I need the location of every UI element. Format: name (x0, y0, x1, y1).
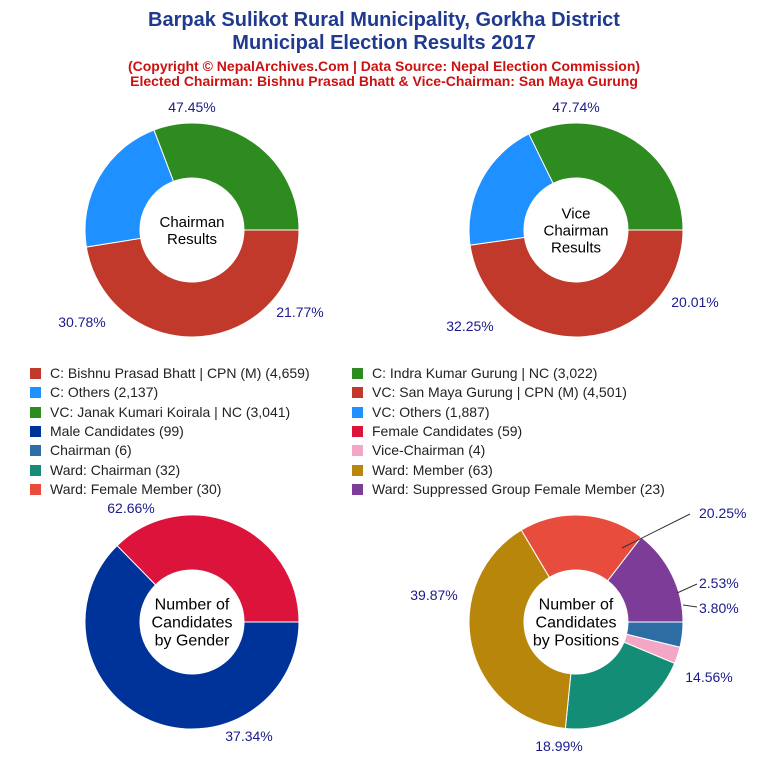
pct-label-0-0: 47.45% (168, 99, 215, 115)
center-label-1: Chairman (543, 222, 608, 239)
chart-title-line2: Municipal Election Results 2017 (232, 32, 536, 54)
legend-item: Ward: Chairman (32) (30, 461, 180, 479)
legend-label: VC: Janak Kumari Koirala | NC (3,041) (50, 403, 291, 420)
leader-line-3-0 (682, 604, 698, 608)
legend-swatch (352, 368, 363, 379)
legend-label: VC: Others (1,887) (372, 403, 490, 420)
slice-3-3 (468, 529, 572, 730)
legend-label: Female Candidates (59) (372, 422, 523, 439)
legend-item: VC: Others (1,887) (352, 403, 490, 421)
legend-label: Male Candidates (99) (50, 422, 184, 439)
chart-title: Barpak Sulikot Rural Municipality, Gorkh… (148, 9, 620, 31)
copyright-subtitle: (Copyright © NepalArchives.Com | Data So… (127, 58, 641, 74)
pct-label-1-2: 32.25% (446, 318, 493, 334)
legend-swatch (30, 464, 41, 476)
legend-swatch (352, 483, 363, 495)
legend-label: Vice-Chairman (4) (372, 442, 486, 459)
donut-hole-3 (524, 570, 628, 674)
donut-hole-1 (524, 178, 628, 282)
center-label-2: Candidates (152, 615, 233, 632)
pct-label-3-3: 39.87% (410, 587, 457, 603)
pct-label-3-0: 3.80% (699, 600, 739, 616)
legend-swatch (352, 464, 363, 476)
legend-swatch (30, 406, 41, 418)
legend-swatch (30, 387, 41, 399)
legend-item: C: Indra Kumar Gurung | NC (3,022) (352, 364, 597, 382)
legend-label: Ward: Female Member (30) (50, 480, 222, 497)
leader-line-3-2 (621, 513, 691, 549)
pct-label-2-0: 62.66% (107, 500, 154, 516)
legend-label: VC: San Maya Gurung | CPN (M) (4,501) (372, 384, 627, 401)
legend-item: VC: Janak Kumari Koirala | NC (3,041) (30, 403, 290, 421)
pct-label-1-0: 47.74% (552, 99, 599, 115)
center-label-2: by Gender (155, 633, 230, 650)
pct-label-0-2: 30.78% (58, 314, 105, 330)
legend-item: Ward: Member (63) (352, 461, 493, 479)
legend-swatch (30, 483, 41, 495)
pct-label-3-2: 20.25% (699, 505, 746, 521)
legend-swatch (352, 425, 363, 437)
center-label-3: by Positions (533, 633, 619, 650)
center-label-3: Number of (539, 597, 614, 614)
center-label-0: Chairman (159, 214, 224, 231)
legend-item: Vice-Chairman (4) (352, 441, 485, 459)
center-label-1: Results (551, 239, 601, 256)
center-label-3: Candidates (536, 615, 617, 632)
legend-item: Ward: Suppressed Group Female Member (23… (352, 480, 665, 498)
legend-swatch (352, 387, 363, 399)
pct-label-3-1: 2.53% (699, 575, 739, 591)
legend-swatch (30, 425, 41, 437)
donut-hole-2 (140, 570, 244, 674)
pct-label-3-4: 18.99% (535, 738, 582, 754)
center-label-1: Vice (562, 205, 591, 222)
legend-item: Male Candidates (99) (30, 422, 184, 440)
legend-swatch (30, 368, 41, 379)
legend-swatch (30, 445, 41, 457)
leader-line-3-1 (676, 583, 698, 594)
legend-swatch (352, 445, 363, 457)
pct-label-0-1: 21.77% (276, 304, 323, 320)
legend-label: Ward: Member (63) (372, 461, 493, 478)
center-label-2: Number of (155, 597, 230, 614)
legend-item: Chairman (6) (30, 441, 132, 459)
pct-label-3-5: 14.56% (685, 669, 732, 685)
center-label-0: Results (167, 231, 217, 248)
legend-item: C: Bishnu Prasad Bhatt | CPN (M) (4,659) (30, 364, 310, 382)
slice-2-0 (84, 544, 300, 730)
legend-label: C: Bishnu Prasad Bhatt | CPN (M) (4,659) (50, 365, 310, 381)
legend-item: Ward: Female Member (30) (30, 480, 221, 498)
legend-swatch (352, 406, 363, 418)
pct-label-2-1: 37.34% (225, 728, 272, 744)
legend-label: C: Indra Kumar Gurung | NC (3,022) (372, 365, 598, 381)
elected-subtitle: Elected Chairman: Bishnu Prasad Bhatt & … (130, 73, 638, 89)
legend-item: VC: San Maya Gurung | CPN (M) (4,501) (352, 383, 627, 401)
legend-item: C: Others (2,137) (30, 383, 158, 401)
legend-label: Chairman (6) (50, 442, 132, 459)
legend-item: Female Candidates (59) (352, 422, 522, 440)
legend-label: Ward: Suppressed Group Female Member (23… (372, 480, 665, 497)
legend-label: C: Others (2,137) (50, 384, 159, 401)
donut-hole-0 (140, 178, 244, 282)
pct-label-1-1: 20.01% (671, 294, 718, 310)
legend-label: Ward: Chairman (32) (50, 461, 181, 478)
